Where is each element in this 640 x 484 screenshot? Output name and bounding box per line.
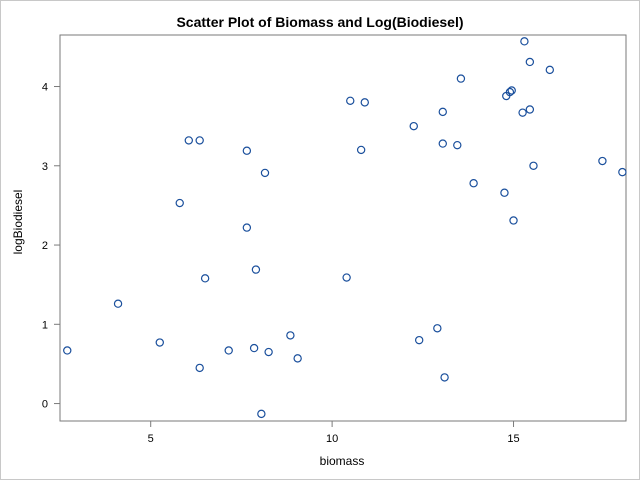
scatter-point (346, 96, 355, 105)
scatter-point (195, 136, 204, 145)
scatter-point (257, 409, 266, 419)
scatter-point (63, 346, 72, 355)
data-points (63, 37, 627, 419)
y-tick-label: 0 (42, 399, 48, 411)
x-tick-label: 15 (507, 433, 519, 445)
plot-area (59, 34, 627, 422)
scatter-point (200, 274, 210, 283)
scatter-point (545, 65, 555, 75)
x-tick-label: 5 (148, 433, 154, 445)
scatter-point (260, 168, 270, 178)
scatter-point (293, 354, 302, 363)
scatter-point (242, 223, 252, 232)
y-tick-label: 1 (42, 319, 48, 331)
scatter-point (518, 108, 527, 117)
scatter-point (113, 299, 123, 308)
scatter-point (469, 179, 478, 188)
x-axis-label: biomass (320, 454, 365, 468)
scatter-point (500, 188, 509, 197)
scatter-point (440, 373, 449, 382)
scatter-point (224, 346, 233, 355)
scatter-point (525, 105, 535, 114)
scatter-point (360, 98, 369, 107)
scatter-point (184, 136, 194, 145)
scatter-point (356, 145, 366, 155)
scatter-point (505, 87, 515, 97)
scatter-point (438, 139, 447, 148)
scatter-point (175, 198, 184, 208)
scatter-point (525, 57, 535, 67)
scatter-point (438, 107, 447, 117)
scatter-point (509, 216, 518, 225)
scatter-point (520, 37, 529, 46)
scatter-point (433, 324, 442, 333)
x-axis: 5 10 15 (148, 421, 520, 445)
scatter-point (456, 74, 466, 83)
scatter-point (618, 167, 627, 177)
x-tick-label: 10 (326, 433, 338, 445)
y-tick-label: 3 (42, 161, 48, 173)
scatter-point (598, 156, 607, 166)
y-axis-label: logBiodiesel (11, 190, 25, 255)
scatter-point (409, 121, 418, 131)
scatter-point (195, 363, 204, 373)
scatter-point (242, 146, 252, 155)
scatter-point (529, 161, 538, 170)
scatter-point (249, 343, 259, 353)
scatter-point (155, 338, 164, 347)
scatter-point (453, 140, 462, 150)
scatter-point (507, 86, 516, 95)
chart-title: Scatter Plot of Biomass and Log(Biodiese… (176, 14, 463, 30)
scatter-point (251, 265, 261, 274)
y-axis: 0 1 2 3 4 (42, 82, 60, 411)
y-tick-label: 4 (42, 82, 48, 94)
scatter-point (264, 347, 273, 357)
scatter-point (414, 335, 424, 345)
y-tick-label: 2 (42, 240, 48, 252)
scatter-point (286, 331, 295, 340)
scatter-point (342, 273, 351, 282)
